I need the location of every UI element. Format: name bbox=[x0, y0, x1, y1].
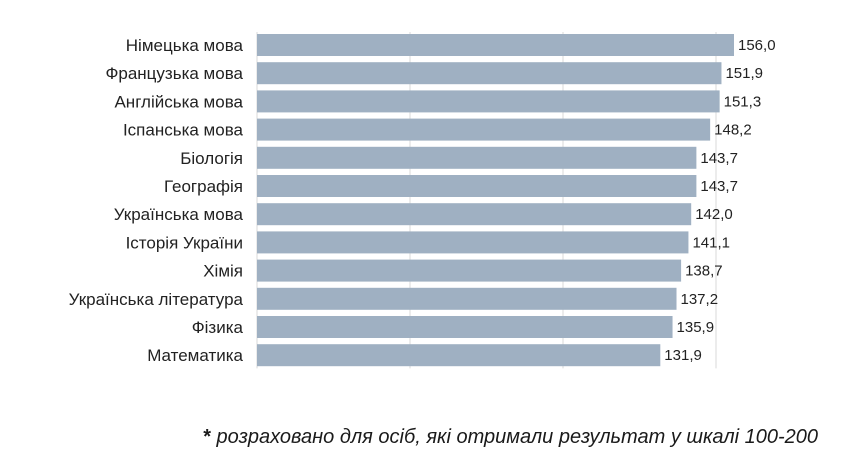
category-label-4: Біологія bbox=[180, 149, 243, 168]
bar-5 bbox=[257, 175, 697, 197]
value-label-1: 151,9 bbox=[725, 65, 763, 82]
bar-0 bbox=[257, 34, 734, 56]
category-label-3: Іспанська мова bbox=[123, 121, 244, 140]
category-label-2: Англійська мова bbox=[114, 92, 243, 111]
bar-10 bbox=[257, 316, 673, 338]
bar-8 bbox=[257, 259, 682, 282]
footnote-star: * bbox=[203, 426, 211, 448]
value-label-2: 151,3 bbox=[724, 93, 762, 110]
category-label-11: Математика bbox=[147, 346, 243, 365]
value-label-8: 138,7 bbox=[685, 263, 723, 280]
value-label-10: 135,9 bbox=[677, 319, 715, 336]
value-label-4: 143,7 bbox=[700, 150, 738, 167]
category-label-0: Німецька мова bbox=[126, 36, 244, 55]
category-label-5: Географія bbox=[164, 177, 243, 196]
value-label-9: 137,2 bbox=[681, 291, 719, 308]
bar-6 bbox=[257, 203, 692, 226]
category-label-6: Українська мова bbox=[114, 205, 244, 224]
value-label-11: 131,9 bbox=[664, 347, 702, 364]
bar-11 bbox=[257, 344, 661, 367]
value-label-6: 142,0 bbox=[695, 206, 733, 223]
bar-3 bbox=[257, 118, 711, 141]
value-label-0: 156,0 bbox=[738, 37, 776, 54]
bars bbox=[257, 34, 734, 367]
value-label-5: 143,7 bbox=[700, 178, 738, 195]
bar-2 bbox=[257, 90, 720, 113]
footnote-text: розраховано для осіб, які отримали резул… bbox=[210, 426, 818, 448]
bar-4 bbox=[257, 146, 697, 169]
category-label-1: Французька мова bbox=[105, 64, 243, 83]
labels: Німецька мова 156,0 Французька мова 151,9 Ан… bbox=[69, 36, 776, 365]
category-label-8: Хімія bbox=[203, 262, 243, 281]
bar-7 bbox=[257, 231, 689, 254]
grid-lines bbox=[256, 32, 717, 369]
bar-9 bbox=[257, 287, 677, 310]
category-label-10: Фізика bbox=[192, 318, 244, 337]
category-label-9: Українська література bbox=[69, 290, 244, 309]
category-label-7: Історія України bbox=[126, 233, 243, 252]
value-label-3: 148,2 bbox=[714, 122, 752, 139]
value-label-7: 141,1 bbox=[692, 234, 730, 251]
footnote: * розраховано для осіб, які отримали рез… bbox=[203, 426, 818, 449]
bar-1 bbox=[257, 62, 722, 85]
